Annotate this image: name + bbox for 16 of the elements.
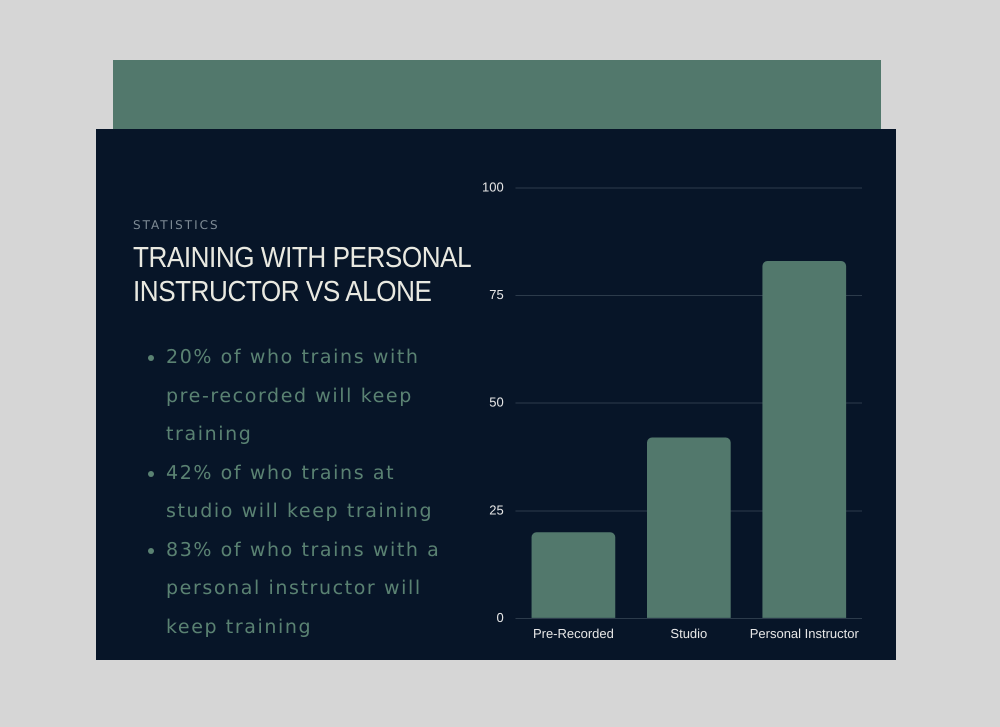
x-tick-label: Personal Instructor xyxy=(750,626,860,641)
text: TRAINING WITH PERSONAL INSTRUCTOR VS ALONE xyxy=(133,242,470,308)
x-tick-label: Studio xyxy=(670,626,708,641)
bar xyxy=(532,532,616,618)
y-tick-label: 75 xyxy=(489,287,504,302)
text: 83% of who trains with a personal instructor will keep training xyxy=(166,530,466,646)
y-tick-label: 25 xyxy=(489,502,504,518)
x-tick-label: Pre-Recorded xyxy=(532,626,614,641)
y-tick-label: 0 xyxy=(496,610,504,625)
text: STATISTICS xyxy=(133,218,220,232)
bar xyxy=(647,438,731,618)
bar xyxy=(762,261,846,618)
text: 42% of who trains at studio will keep training xyxy=(166,454,466,530)
text: 20% of who trains with pre-recorded will keep training xyxy=(166,338,466,454)
y-tick-label: 50 xyxy=(489,394,504,410)
y-tick-label: 100 xyxy=(482,179,504,194)
